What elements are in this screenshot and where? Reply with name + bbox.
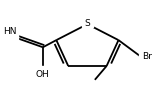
Bar	[8, 34, 18, 40]
Text: Br: Br	[142, 52, 152, 61]
Bar	[82, 21, 93, 27]
Text: HN: HN	[3, 27, 16, 36]
Text: S: S	[85, 19, 90, 28]
Text: OH: OH	[36, 70, 50, 79]
Bar	[37, 66, 49, 72]
Bar	[139, 54, 154, 60]
